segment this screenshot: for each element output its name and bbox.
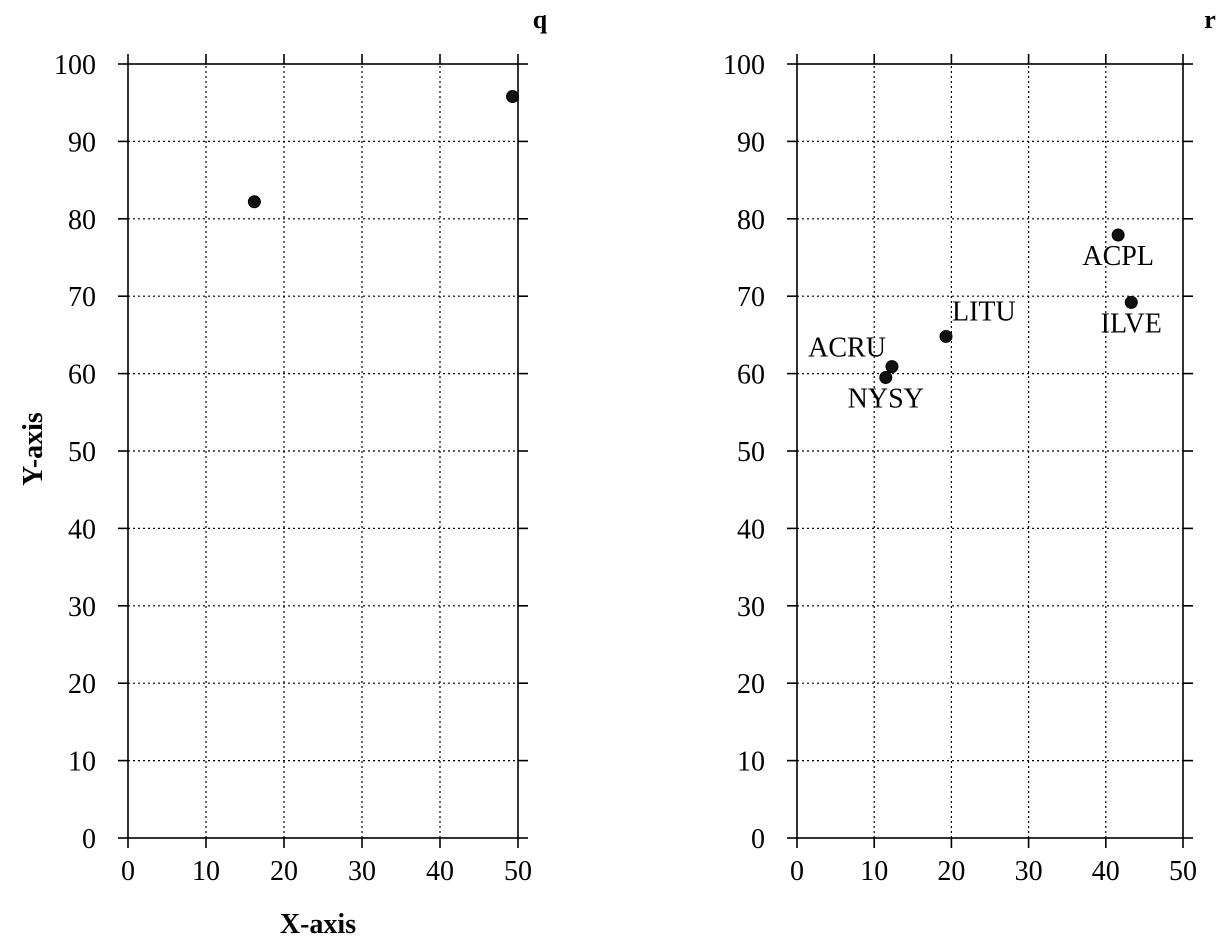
point-label-acru: ACRU bbox=[808, 333, 886, 364]
x-tick-label: 10 bbox=[192, 856, 220, 887]
y-tick-label: 90 bbox=[68, 127, 96, 158]
y-tick-label: 90 bbox=[737, 127, 765, 158]
x-tick-label: 30 bbox=[1015, 856, 1043, 887]
scatter-panel-q: 0 10 20 30 40 50 0 10 20 30 40 50 60 70 80 90 100 q X-axis… bbox=[18, 5, 548, 940]
data-point bbox=[885, 360, 899, 374]
x-tick-label: 40 bbox=[426, 856, 454, 887]
x-tick-label: 0 bbox=[121, 856, 135, 887]
y-tick-label: 60 bbox=[737, 360, 765, 391]
y-tick-label: 70 bbox=[737, 282, 765, 313]
x-tick-label: 20 bbox=[270, 856, 298, 887]
data-point bbox=[1111, 228, 1125, 242]
plot-frame bbox=[796, 63, 1184, 839]
x-axis-title: X-axis bbox=[280, 909, 356, 940]
y-tick-label: 50 bbox=[68, 437, 96, 468]
y-tick-label: 0 bbox=[751, 824, 765, 855]
point-label-litu: LITU bbox=[952, 296, 1016, 327]
y-tick-label: 40 bbox=[737, 514, 765, 545]
y-tick-label: 40 bbox=[68, 514, 96, 545]
point-label-ilve: ILVE bbox=[1101, 308, 1162, 339]
x-tick-label: 0 bbox=[790, 856, 804, 887]
data-point bbox=[1124, 295, 1138, 309]
y-axis-title: Y-axis bbox=[18, 412, 49, 486]
y-tick-label: 10 bbox=[68, 747, 96, 778]
x-tick-label: 40 bbox=[1092, 856, 1120, 887]
x-tick-label: 50 bbox=[1169, 856, 1197, 887]
y-tick-label: 20 bbox=[737, 669, 765, 700]
panel-label: q bbox=[533, 5, 548, 34]
y-tick-label: 10 bbox=[737, 747, 765, 778]
y-tick-label: 50 bbox=[737, 437, 765, 468]
y-tick-label: 60 bbox=[68, 360, 96, 391]
y-tick-label: 30 bbox=[68, 592, 96, 623]
x-tick-label: 30 bbox=[348, 856, 376, 887]
y-tick-label: 100 bbox=[54, 50, 96, 81]
y-tick-label: 70 bbox=[68, 282, 96, 313]
x-tick-label: 20 bbox=[937, 856, 965, 887]
y-tick-label: 30 bbox=[737, 592, 765, 623]
data-point bbox=[939, 329, 953, 343]
y-tick-label: 100 bbox=[723, 50, 765, 81]
y-tick-label: 20 bbox=[68, 669, 96, 700]
panel-label: r bbox=[1204, 5, 1216, 34]
point-label-nysy: NYSY bbox=[848, 383, 924, 414]
y-tick-label: 80 bbox=[737, 205, 765, 236]
y-tick-label: 0 bbox=[82, 824, 96, 855]
data-point bbox=[879, 370, 893, 384]
scatter-panel-r: 0 10 20 30 40 50 0 10 20 30 40 50 60 70 80 90 100 r ACRU NY… bbox=[723, 5, 1216, 887]
data-point bbox=[506, 90, 520, 104]
data-point bbox=[247, 195, 261, 209]
point-label-acpl: ACPL bbox=[1082, 241, 1154, 272]
x-tick-label: 10 bbox=[860, 856, 888, 887]
x-tick-label: 50 bbox=[504, 856, 532, 887]
y-tick-label: 80 bbox=[68, 205, 96, 236]
